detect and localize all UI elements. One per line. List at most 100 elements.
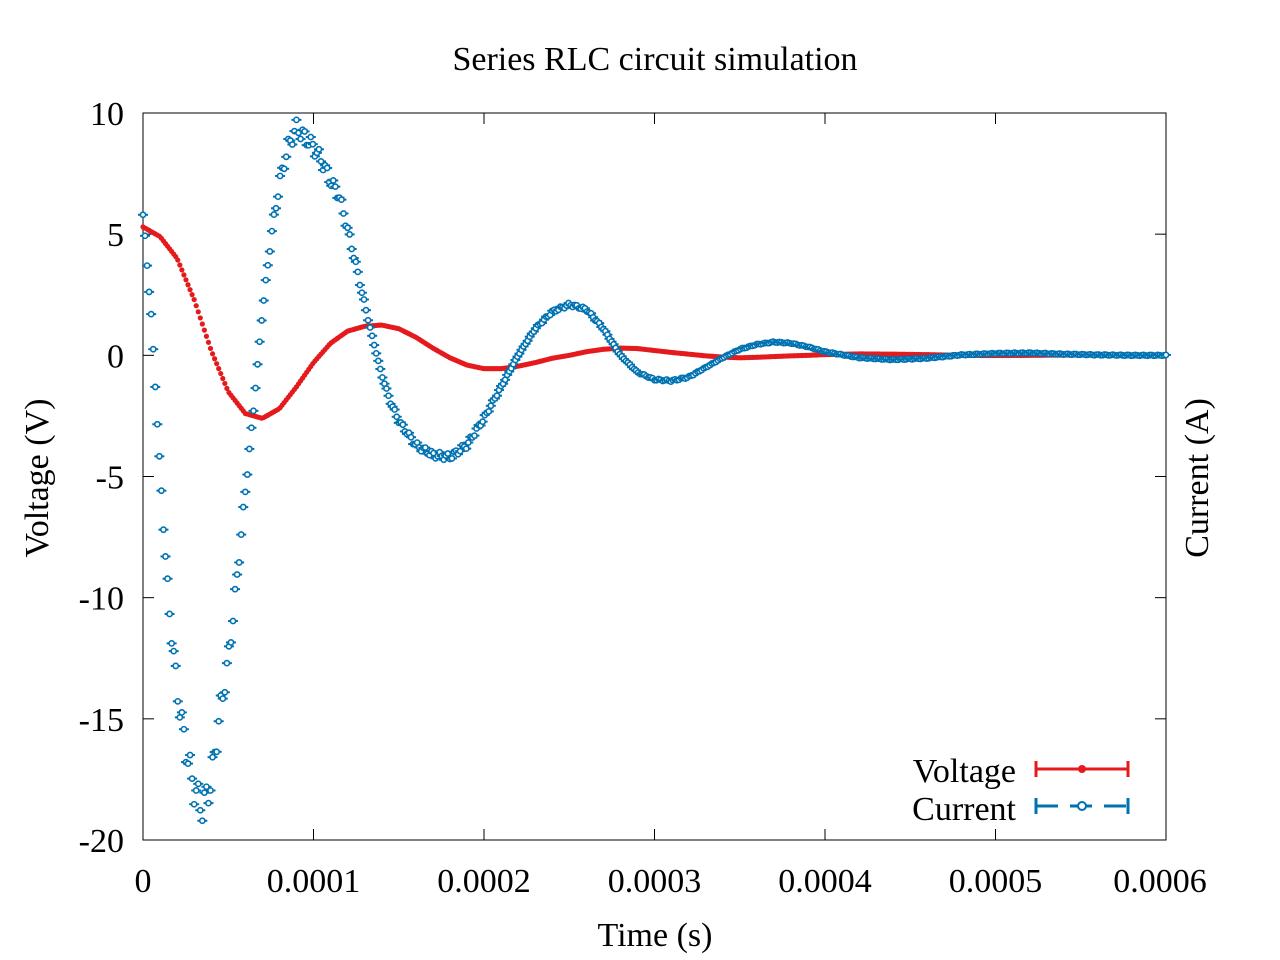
data-point: [215, 717, 223, 725]
data-point: [256, 338, 264, 346]
data-point: [213, 748, 221, 756]
data-point: [186, 751, 194, 759]
data-point: [374, 357, 382, 365]
data-point: [331, 183, 339, 191]
data-point: [356, 281, 364, 289]
plot-frame: [142, 112, 1167, 841]
data-point: [166, 610, 173, 618]
data-point: [329, 177, 337, 184]
x-tick-label: 0.0002: [437, 863, 531, 900]
data-point: [233, 571, 241, 578]
data-point: [260, 297, 268, 304]
data-point: [385, 392, 392, 400]
data-point: [248, 424, 255, 432]
axis-ticks: 0 0.0001 0.0002 0.0003 0.0004 0.0005 0.0006 10 5…: [79, 96, 1207, 900]
data-point: [274, 193, 282, 201]
data-point: [358, 289, 366, 297]
legend-marker: [1077, 801, 1087, 811]
data-point: [315, 145, 323, 153]
data-point: [181, 272, 187, 278]
data-point: [192, 787, 200, 794]
data-point: [1162, 351, 1170, 359]
data-point: [227, 638, 235, 646]
data-point: [338, 196, 345, 204]
data-point: [162, 553, 169, 560]
data-point: [362, 306, 370, 314]
y-tick-label: -5: [96, 460, 124, 497]
data-point: [187, 287, 193, 293]
x-tick-label: 0: [135, 863, 152, 900]
data-point: [264, 261, 272, 269]
data-point: [222, 380, 228, 387]
y-tick-label: 10: [90, 96, 124, 133]
data-point: [198, 817, 206, 825]
data-point: [307, 133, 315, 141]
data-point: [448, 455, 456, 462]
data-point: [185, 282, 191, 288]
data-point: [199, 321, 205, 327]
data-point: [276, 172, 284, 180]
data-point: [376, 365, 384, 373]
data-point: [180, 725, 188, 733]
data-point: [462, 445, 470, 453]
data-point: [364, 316, 372, 324]
data-point: [399, 421, 407, 429]
data-point: [378, 374, 386, 381]
data-point: [172, 662, 180, 670]
y-axis-label: Voltage (V): [19, 399, 56, 558]
data-point: [258, 317, 266, 324]
data-point: [189, 292, 195, 298]
series-current: [138, 116, 1171, 825]
data-point: [197, 315, 203, 321]
data-point: [317, 157, 325, 165]
data-point: [155, 452, 163, 460]
data-point: [231, 585, 239, 593]
y-tick-label: 0: [107, 338, 124, 375]
data-point: [190, 800, 198, 808]
data-point: [288, 141, 296, 148]
data-point: [184, 760, 192, 768]
data-point: [177, 262, 183, 268]
data-point: [471, 432, 478, 440]
data-point: [207, 345, 214, 352]
data-point: [216, 366, 222, 372]
data-point: [370, 341, 378, 349]
data-point: [174, 697, 182, 705]
data-point: [309, 140, 317, 148]
data-point: [205, 799, 212, 807]
data-point: [170, 647, 178, 655]
x-tick-label: 0.0005: [949, 863, 1043, 900]
data-point: [456, 447, 464, 455]
chart-title: Series RLC circuit simulation: [452, 41, 857, 78]
legend-swatch-current: [1034, 798, 1130, 814]
data-point: [354, 268, 362, 276]
data-point: [250, 407, 257, 415]
data-point: [235, 559, 243, 566]
data-point: [297, 135, 304, 143]
data-point: [252, 384, 259, 392]
data-point: [196, 806, 204, 814]
data-point: [153, 420, 161, 428]
series-layer: [138, 116, 1171, 825]
data-point: [348, 245, 356, 253]
data-point: [241, 488, 249, 496]
data-point: [368, 332, 376, 340]
data-point: [266, 248, 274, 255]
y-tick-label: -10: [79, 581, 124, 618]
x-tick-label: 0.0004: [778, 863, 872, 900]
data-point: [393, 413, 401, 421]
data-point: [245, 445, 253, 453]
data-point: [223, 659, 231, 667]
data-point: [178, 708, 186, 716]
data-point: [360, 296, 368, 303]
data-point: [383, 385, 390, 392]
data-point: [147, 310, 155, 318]
data-point: [218, 370, 224, 377]
data-point: [485, 407, 493, 415]
data-point: [203, 783, 210, 791]
data-point: [372, 349, 380, 357]
data-point: [421, 444, 429, 451]
data-point: [220, 375, 226, 382]
data-point: [346, 231, 354, 238]
